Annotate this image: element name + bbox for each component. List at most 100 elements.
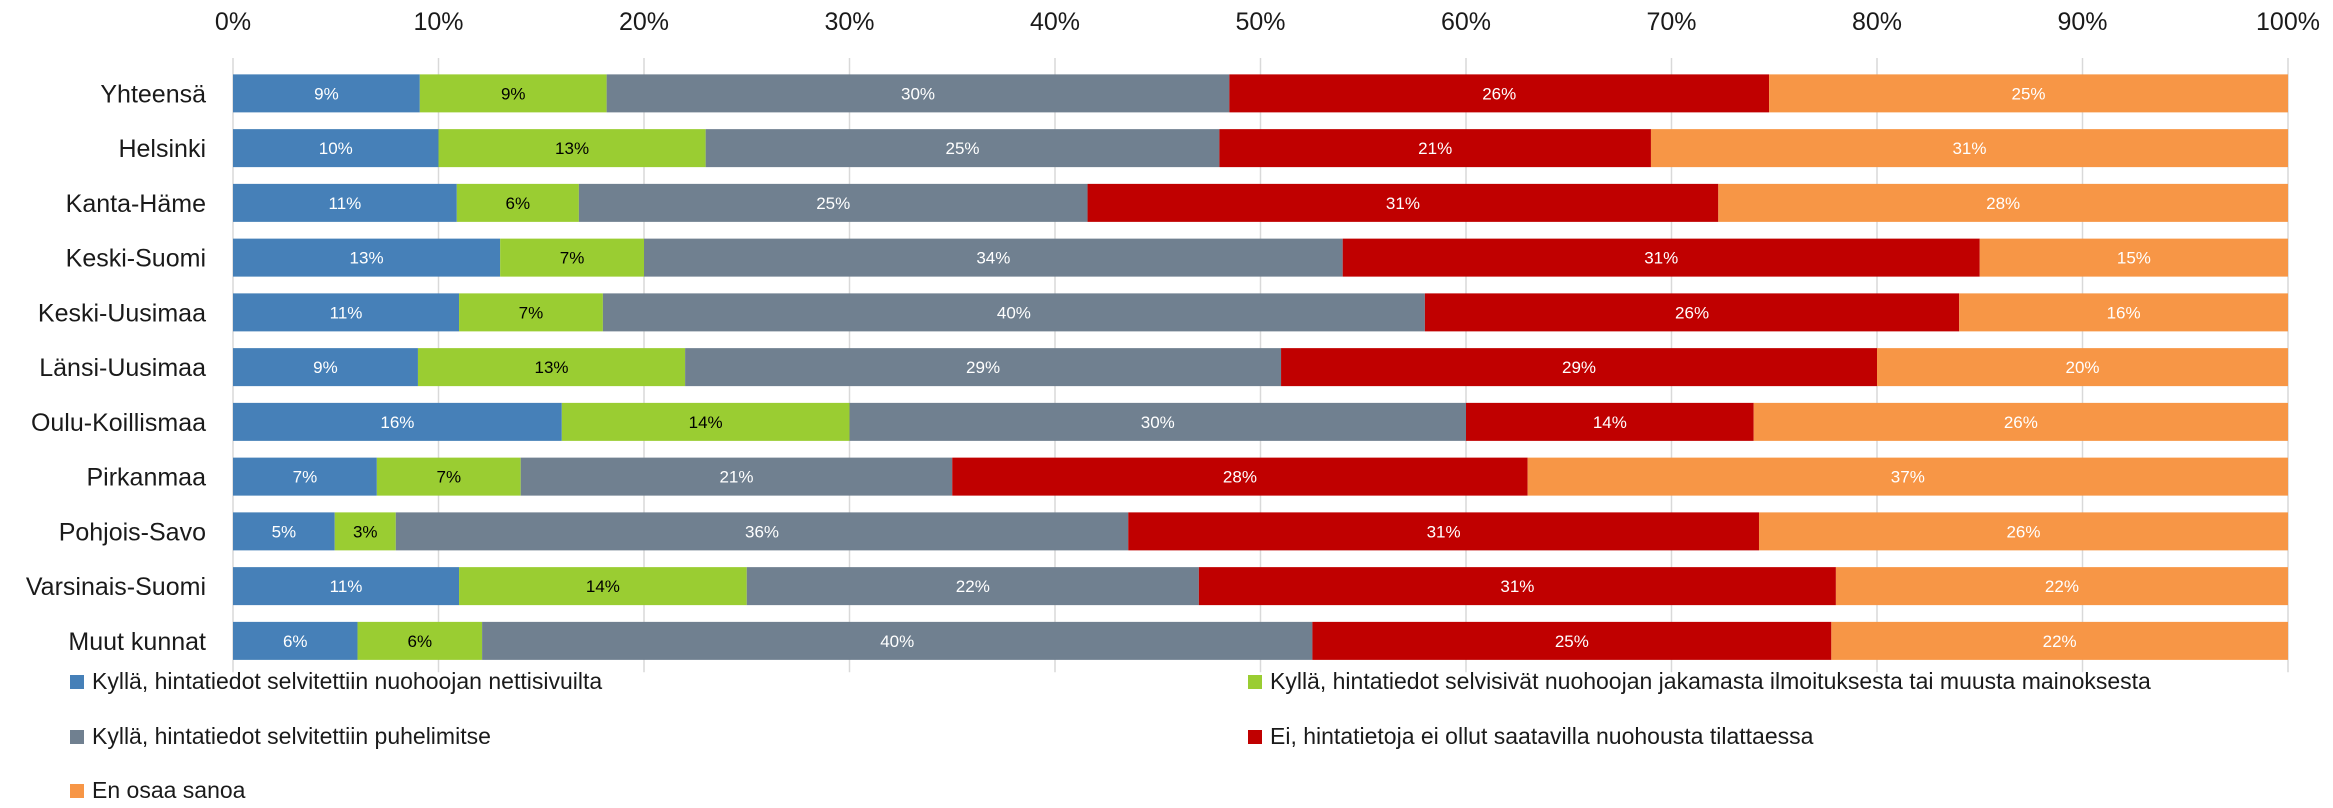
bar-segment: [459, 293, 603, 332]
data-label: 16%: [380, 413, 414, 432]
x-tick-label: 80%: [1852, 8, 1902, 36]
bar-segment: [1718, 183, 2288, 222]
category-labels: Yhteensä Helsinki Kanta-Häme Keski-Suomi Kes…: [26, 80, 206, 656]
data-label: 31%: [1952, 139, 1986, 158]
x-tick-label: 60%: [1441, 8, 1491, 36]
data-label: 11%: [329, 194, 362, 213]
x-tick-label: 20%: [619, 8, 669, 36]
data-label: 22%: [956, 577, 990, 596]
bar-segment: [1281, 348, 1877, 387]
data-label: 29%: [1562, 358, 1596, 377]
category-label: Helsinki: [118, 135, 206, 163]
legend-swatch: [1248, 730, 1262, 744]
bar-segment: [1312, 621, 1832, 660]
data-label: 26%: [2006, 522, 2040, 541]
data-label: 7%: [519, 303, 544, 322]
bar-segment: [438, 129, 706, 168]
legend-label: Kyllä, hintatiedot selvitettiin puhelimi…: [92, 723, 491, 749]
data-label: 40%: [997, 303, 1031, 322]
data-label: 13%: [555, 139, 589, 158]
data-label: 28%: [1986, 194, 2020, 213]
data-label: 5%: [272, 522, 297, 541]
bar-segment: [233, 512, 335, 551]
bar-segment: [233, 402, 562, 441]
bar-segment: [746, 567, 1199, 606]
bar-segment: [1087, 183, 1719, 222]
bar-segment: [500, 238, 644, 277]
data-label: 29%: [966, 358, 1000, 377]
bar-segment: [1877, 348, 2288, 387]
bar-segment: [233, 348, 418, 387]
bar-segment: [1835, 567, 2288, 606]
legend-swatch: [70, 730, 84, 744]
data-label: 30%: [901, 84, 935, 103]
data-label: 21%: [1418, 139, 1452, 158]
bar-segment: [1466, 402, 1754, 441]
data-label: 11%: [330, 577, 363, 596]
data-label: 7%: [436, 468, 461, 487]
bar-segment: [849, 402, 1466, 441]
legend-swatch: [1248, 675, 1262, 689]
bar-segment: [1342, 238, 1980, 277]
bar-segment: [1753, 402, 2288, 441]
legend-swatch: [70, 784, 84, 798]
data-label: 3%: [353, 522, 378, 541]
bar-segment: [705, 129, 1220, 168]
data-label: 14%: [689, 413, 723, 432]
bar-segment: [233, 129, 439, 168]
bar-segment: [1650, 129, 2288, 168]
data-label: 21%: [719, 468, 753, 487]
bar-segment: [233, 183, 457, 222]
x-tick-label: 0%: [215, 8, 251, 36]
category-label: Muut kunnat: [68, 628, 206, 656]
x-tick-label: 100%: [2256, 8, 2320, 36]
bar-segment: [376, 457, 521, 496]
bar-segment: [233, 238, 501, 277]
bar-segment: [1219, 129, 1651, 168]
category-label: Länsi-Uusimaa: [39, 354, 206, 382]
data-label: 26%: [1675, 303, 1709, 322]
legend-label: Kyllä, hintatiedot selvitettiin nuohooja…: [92, 668, 602, 694]
data-label: 9%: [313, 358, 338, 377]
legend-label: Ei, hintatietoja ei ollut saatavilla nuo…: [1270, 723, 1814, 749]
data-label: 28%: [1223, 468, 1257, 487]
category-label: Pirkanmaa: [87, 464, 207, 492]
data-label: 34%: [976, 249, 1010, 268]
bar-segment: [233, 457, 377, 496]
category-label: Pohjois-Savo: [59, 518, 206, 546]
bar-segment: [1769, 74, 2288, 113]
bar-segment: [482, 621, 1313, 660]
bar-segment: [417, 348, 686, 387]
bar-segment: [419, 74, 607, 113]
x-tick-label: 90%: [2057, 8, 2107, 36]
data-label: 25%: [1555, 632, 1589, 651]
category-label: Varsinais-Suomi: [26, 573, 206, 601]
bar-segment: [602, 293, 1425, 332]
data-label: 11%: [330, 303, 363, 322]
data-label: 40%: [880, 632, 914, 651]
data-label: 22%: [2045, 577, 2079, 596]
x-tick-label: 50%: [1235, 8, 1285, 36]
data-label: 6%: [506, 194, 531, 213]
data-label: 10%: [319, 139, 353, 158]
x-tick-label: 10%: [413, 8, 463, 36]
bar-segment: [456, 183, 579, 222]
bar-segment: [1198, 567, 1836, 606]
bar-segment: [233, 567, 460, 606]
bar-segment: [606, 74, 1230, 113]
data-label: 25%: [946, 139, 980, 158]
data-label: 22%: [2043, 632, 2077, 651]
data-label: 14%: [586, 577, 620, 596]
data-label: 9%: [314, 84, 339, 103]
bar-segment: [233, 74, 420, 113]
bar-segment: [1424, 293, 1960, 332]
legend-label: Kyllä, hintatiedot selvisivät nuohoojan …: [1270, 668, 2151, 694]
x-tick-label: 30%: [824, 8, 874, 36]
data-label: 7%: [560, 249, 585, 268]
bar-segment: [685, 348, 1282, 387]
category-label: Yhteensä: [100, 80, 206, 108]
data-label: 7%: [293, 468, 318, 487]
data-label: 13%: [535, 358, 569, 377]
legend-swatch: [70, 675, 84, 689]
